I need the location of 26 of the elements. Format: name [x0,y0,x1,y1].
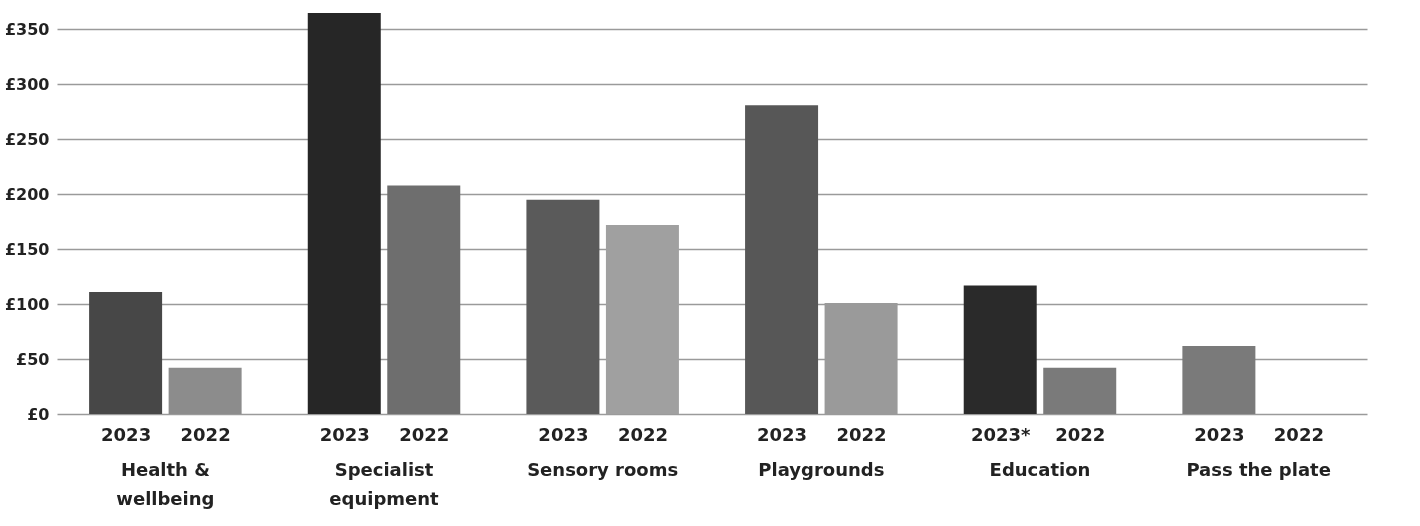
text: Education [989,459,1091,480]
y-tick-label: £100 [4,294,50,314]
x-tick-label: 2023 [538,423,589,445]
text: Pass the plate [1186,459,1331,480]
text: Health & wellbeing [116,459,215,509]
y-tick-label: £350 [4,19,50,39]
x-tick-label: 2022 [180,423,231,445]
text: Sensory rooms [527,459,679,480]
text: Specialist equipment [329,459,440,509]
y-tick-label: £250 [4,129,50,149]
y-tick-label: £200 [4,184,50,204]
y-tick-label: £150 [4,239,50,259]
x-tick-label: 2022 [399,423,450,445]
x-tick-label: 2022 [836,423,887,445]
x-tick-label: 2023 [319,423,370,445]
text: Playgrounds [758,459,885,480]
x-tick-label: 2023 [1194,423,1245,445]
x-tick-label: 2023* [970,423,1032,445]
y-tick-label: £50 [16,349,50,369]
x-tick-label: 2022 [617,423,668,445]
y-tick-label: £0 [27,404,50,424]
y-tick-label: £300 [4,74,50,94]
x-tick-label: 2022 [1273,423,1324,445]
x-tick-label: 2022 [1055,423,1106,445]
x-tick-label: 2023 [101,423,152,445]
x-tick-label: 2023 [757,423,808,445]
